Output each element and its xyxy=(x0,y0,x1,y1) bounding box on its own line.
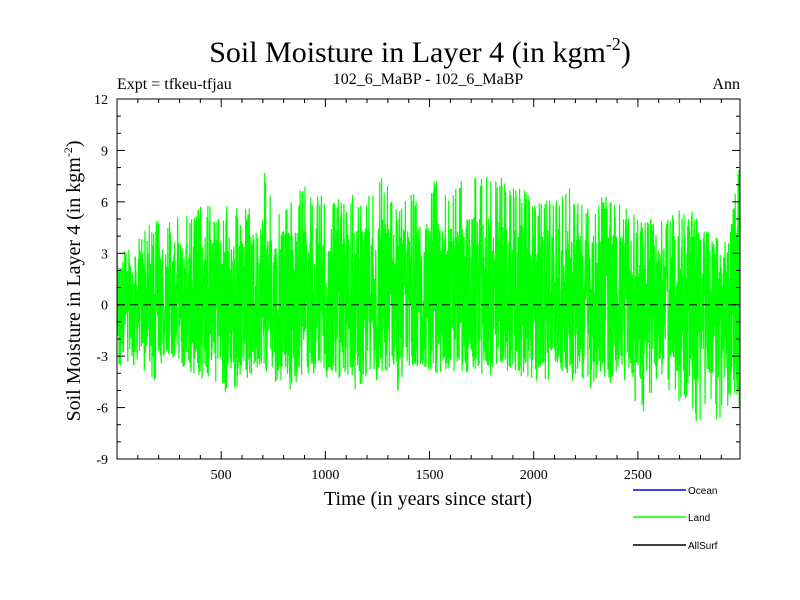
axis-ticks: -9 -6 -3 0 3 6 9 12 500 1000 1500 2000 2500 xyxy=(94,93,740,483)
y-tick-label: 6 xyxy=(101,196,108,211)
y-axis-label-superscript: -2 xyxy=(61,147,75,157)
y-axis-label-suffix: ) xyxy=(63,140,85,147)
plot-frame xyxy=(116,98,741,460)
y-tick-label: 12 xyxy=(94,93,108,108)
series-land-line xyxy=(116,169,741,422)
subtitle-right: Ann xyxy=(712,76,740,93)
y-tick-label: -3 xyxy=(96,350,108,365)
y-tick-label: -9 xyxy=(96,453,108,468)
x-tick-label: 2000 xyxy=(520,468,548,483)
chart-title-superscript: -2 xyxy=(606,34,621,54)
chart-title-suffix: ) xyxy=(621,36,631,69)
y-axis-label: Soil Moisture in Layer 4 (in kgm-2) xyxy=(61,140,85,421)
x-tick-label: 2500 xyxy=(624,468,652,483)
legend-label-ocean: Ocean xyxy=(688,486,717,497)
y-tick-label: 0 xyxy=(101,299,108,314)
legend-label-land: Land xyxy=(688,513,710,524)
x-axis-label: Time (in years since start) xyxy=(324,488,532,510)
x-tick-label: 1000 xyxy=(311,468,339,483)
chart-title-main: Soil Moisture in Layer 4 (in kgm xyxy=(209,36,606,69)
subtitle-left: Expt = tfkeu-tfjau xyxy=(117,76,232,93)
y-axis-label-main: Soil Moisture in Layer 4 (in kgm xyxy=(63,157,85,422)
legend: Ocean Land AllSurf xyxy=(633,486,718,552)
chart-title: Soil Moisture in Layer 4 (in kgm-2) xyxy=(209,34,631,69)
subtitle-center: 102_6_MaBP - 102_6_MaBP xyxy=(333,71,524,88)
x-tick-label: 500 xyxy=(211,468,232,483)
plot-data xyxy=(116,169,741,422)
y-tick-label: -6 xyxy=(96,402,108,417)
y-tick-label: 3 xyxy=(101,247,108,262)
x-tick-label: 1500 xyxy=(416,468,444,483)
y-tick-label: 9 xyxy=(101,144,108,159)
legend-label-allsurf: AllSurf xyxy=(688,541,718,552)
